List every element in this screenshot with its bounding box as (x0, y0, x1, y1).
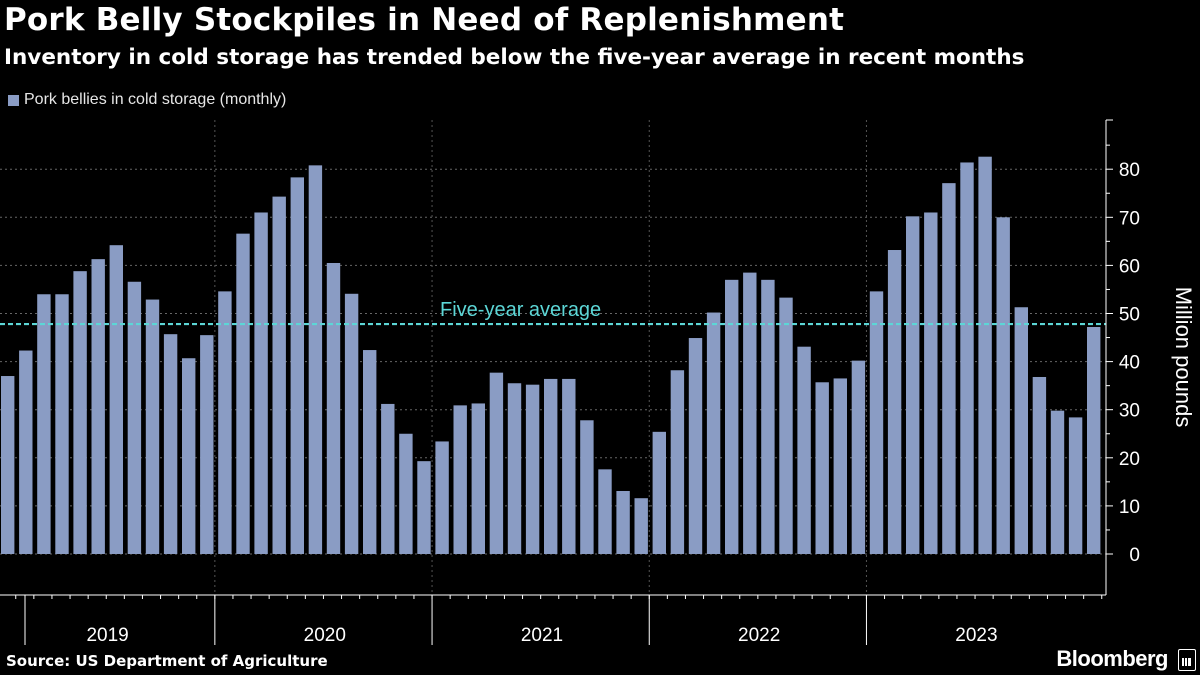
y-axis-title: Million pounds (1171, 287, 1196, 428)
bar (996, 217, 1010, 555)
bar (1068, 417, 1083, 554)
source-note: Source: US Department of Agriculture (6, 652, 328, 670)
bar (942, 183, 956, 555)
bar (109, 245, 123, 554)
bar (869, 291, 884, 554)
y-tick-label: 70 (1119, 208, 1140, 229)
bar (489, 372, 504, 554)
x-tick-label: 2019 (86, 625, 128, 646)
legend-swatch (8, 94, 19, 106)
bar (688, 338, 703, 554)
y-tick-label: 40 (1119, 353, 1140, 374)
bar (779, 297, 793, 554)
bar (435, 441, 449, 554)
bar (562, 378, 576, 554)
bar (218, 291, 232, 554)
bar (163, 334, 178, 554)
bar (525, 384, 540, 554)
x-tick-label: 2022 (738, 625, 780, 646)
bar (399, 433, 413, 554)
bar (833, 378, 847, 554)
bar (471, 403, 485, 554)
bar (978, 156, 992, 554)
bar (906, 216, 920, 554)
five-year-average-label: Five-year average (440, 299, 601, 321)
legend-label: Pork bellies in cold storage (monthly) (24, 91, 287, 108)
y-tick-label: 10 (1119, 497, 1140, 518)
bar (544, 378, 558, 554)
y-tick-label: 80 (1119, 160, 1140, 181)
bar (598, 469, 612, 554)
y-tick-label: 50 (1119, 305, 1140, 326)
bar (127, 281, 142, 554)
bar (272, 196, 286, 554)
bar (706, 312, 721, 554)
bar (381, 403, 395, 554)
brand-logo: Bloomberg (1056, 646, 1168, 671)
bar (19, 350, 33, 554)
bar (91, 259, 105, 554)
bar (616, 490, 630, 554)
bar (670, 370, 685, 554)
x-tick-label: 2021 (521, 625, 563, 646)
chart-title: Pork Belly Stockpiles in Need of Repleni… (4, 2, 845, 38)
bar (797, 346, 811, 554)
bar (634, 498, 648, 554)
bar (73, 271, 87, 554)
bar (200, 335, 214, 554)
bar (761, 279, 775, 554)
bar (1014, 307, 1028, 554)
bar (363, 350, 377, 554)
bar (1032, 376, 1047, 554)
y-tick-label: 20 (1119, 449, 1140, 470)
bar (924, 212, 938, 555)
bar (960, 162, 974, 554)
bar (580, 420, 594, 554)
bar (254, 212, 268, 555)
bar (1087, 326, 1101, 554)
bar (308, 165, 323, 555)
bar (1, 376, 15, 554)
bar (145, 299, 160, 554)
bar (55, 294, 69, 554)
y-tick-label: 0 (1129, 545, 1140, 566)
bar (652, 431, 666, 554)
bar (182, 358, 196, 554)
bar (453, 405, 467, 554)
bar (507, 383, 522, 554)
x-tick-label: 2023 (955, 625, 997, 646)
chart-subtitle: Inventory in cold storage has trended be… (4, 45, 1025, 70)
bar (815, 382, 829, 554)
bar (743, 272, 757, 554)
bar (326, 262, 341, 554)
bar (725, 279, 739, 554)
y-tick-label: 60 (1119, 256, 1140, 277)
bar (37, 294, 51, 554)
y-tick-label: 30 (1119, 401, 1140, 422)
bar (236, 233, 250, 555)
x-tick-label: 2020 (304, 625, 346, 646)
bar (887, 250, 902, 554)
bar (417, 461, 431, 554)
bar (1050, 410, 1065, 554)
bar (851, 360, 866, 554)
bar (344, 293, 359, 554)
bloomberg-terminal-icon (1178, 649, 1196, 671)
legend: Pork bellies in cold storage (monthly) (8, 91, 286, 109)
bar (290, 177, 304, 554)
